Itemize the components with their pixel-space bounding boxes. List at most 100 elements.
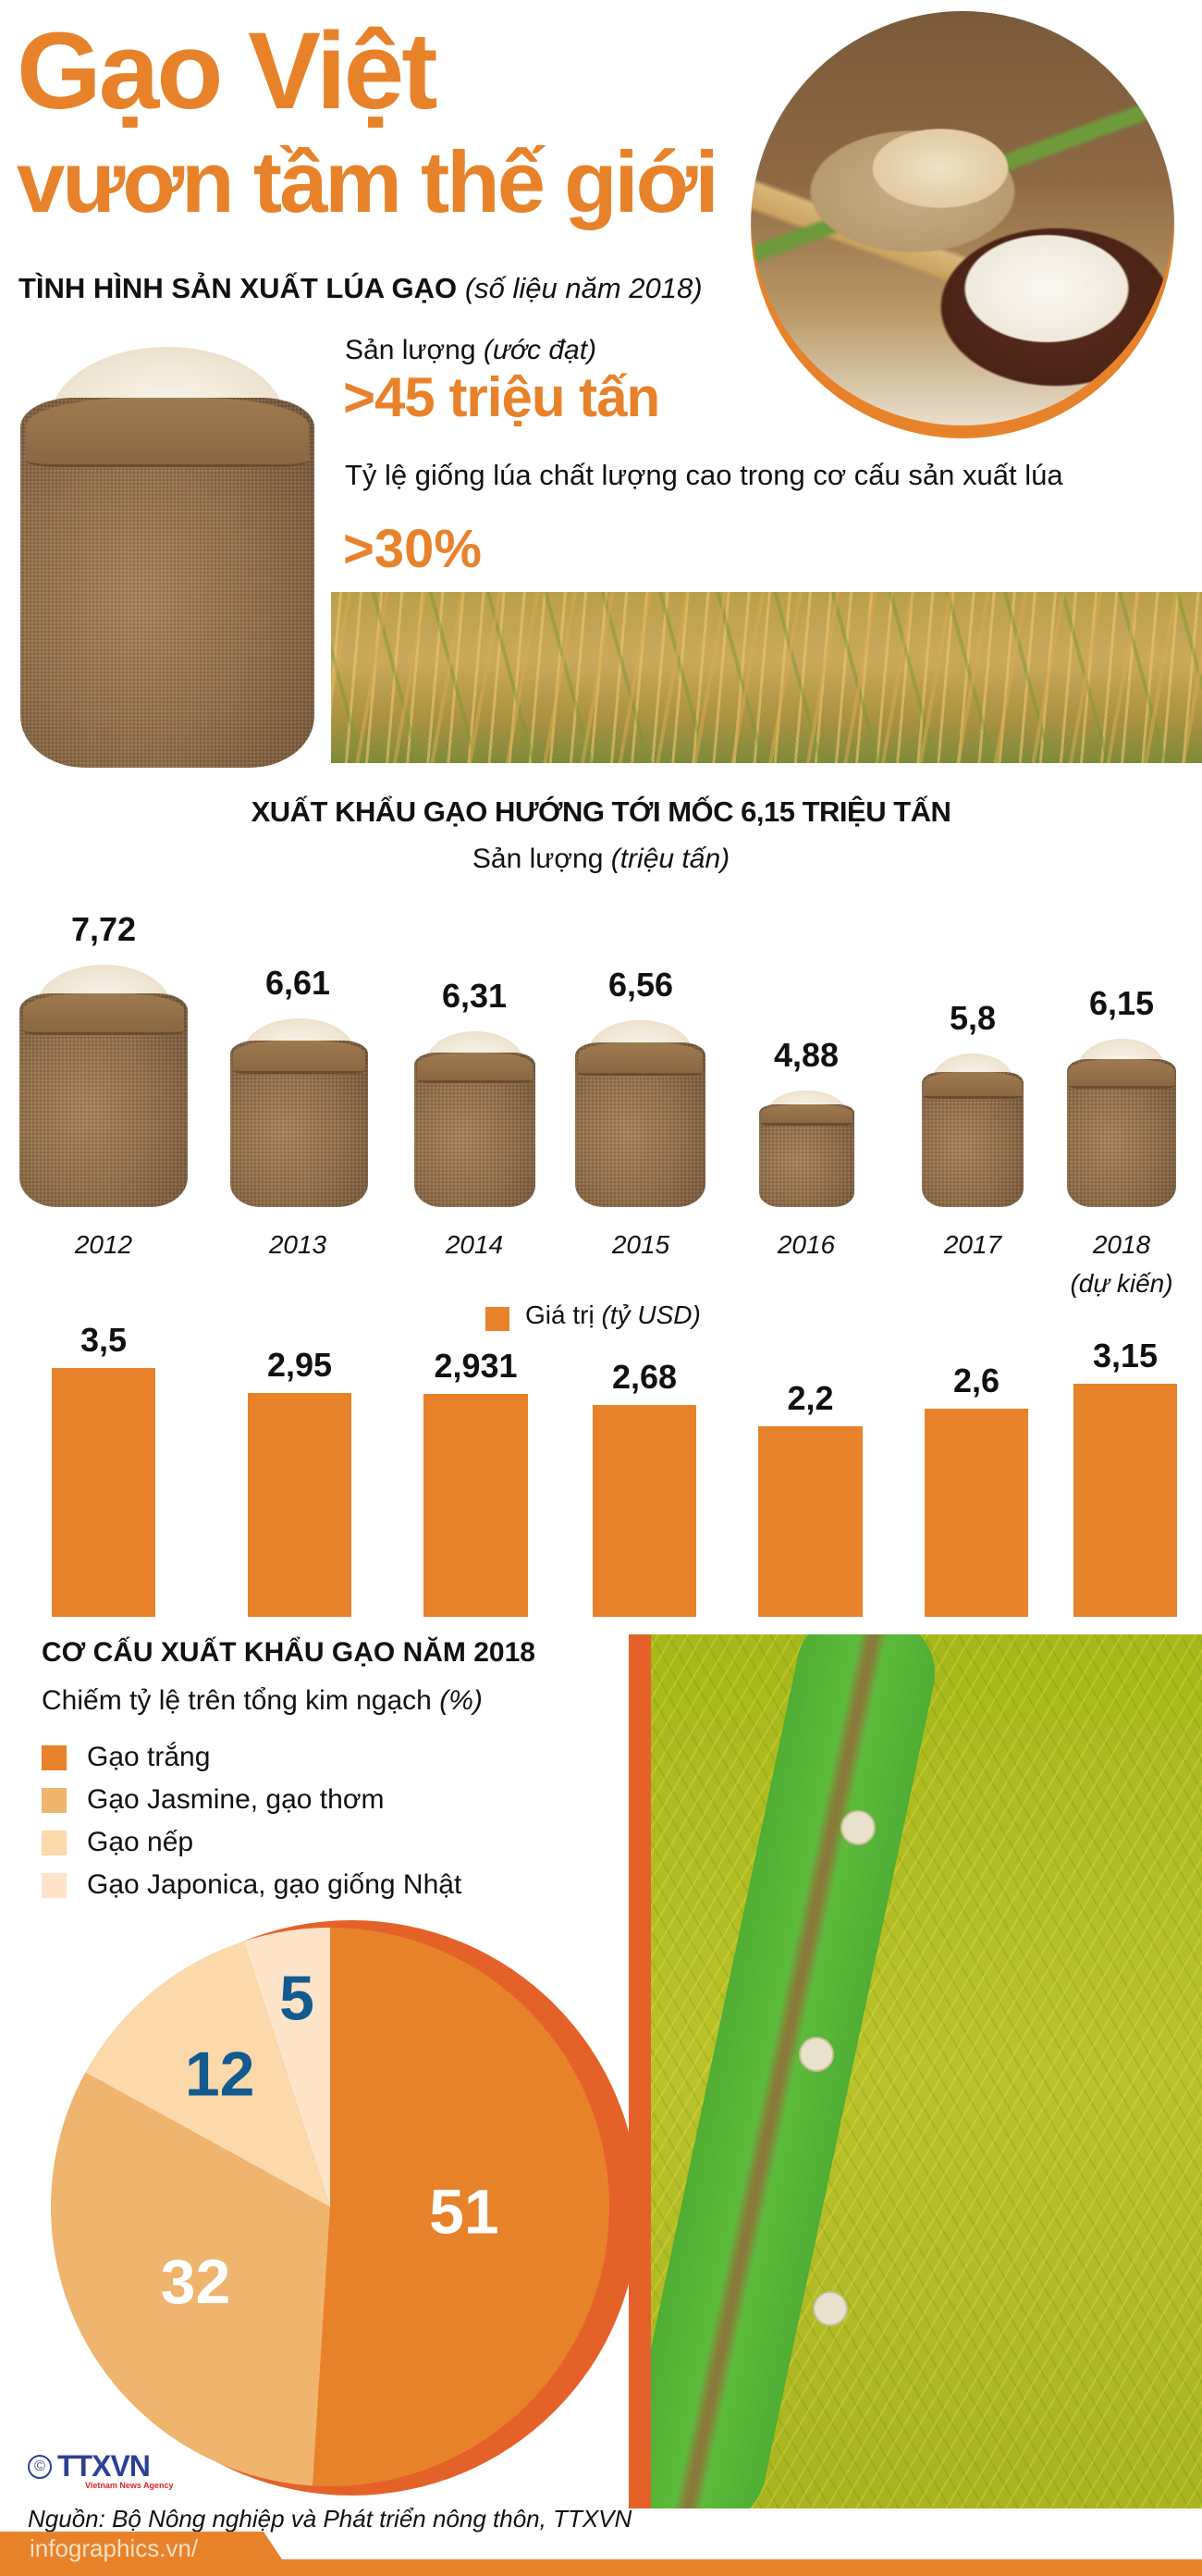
- legend-swatch: [42, 1872, 67, 1898]
- pie-slice: [51, 2072, 331, 2486]
- pie-legend-item: Gạo Japonica, gạo giống Nhật: [42, 1867, 461, 1904]
- year-label: 2013: [268, 1230, 327, 1259]
- year-label: 2015: [611, 1230, 670, 1259]
- production-section-title: TÌNH HÌNH SẢN XUẤT LÚA GẠO (số liệu năm …: [18, 272, 703, 305]
- value-legend-label: Giá trị (tỷ USD): [525, 1300, 701, 1330]
- page-title-line1: Gạo Việt: [17, 10, 438, 132]
- exports-volume-subtitle: Sản lượng (triệu tấn): [0, 844, 1202, 875]
- rice-sack-bar: [759, 1091, 854, 1207]
- sack-rim: [761, 1104, 852, 1127]
- pie-slice-label: 51: [429, 2177, 499, 2248]
- value-bar: [758, 1426, 863, 1617]
- value-bar: [52, 1368, 155, 1617]
- legend-swatch: [42, 1830, 67, 1855]
- legend-label: Gạo Japonica, gạo giống Nhật: [87, 1869, 462, 1900]
- rice-sack-bar: [414, 1031, 535, 1207]
- legend-label: Gạo trắng: [87, 1742, 211, 1772]
- value-bar-label: 3,15: [1092, 1337, 1159, 1374]
- volume-value-label: 6,31: [441, 977, 508, 1015]
- site-link[interactable]: infographics.vn/: [30, 2534, 199, 2562]
- page-title-line2: vươn tầm thế giới: [17, 133, 719, 230]
- logo-wordmark: TTXVN: [57, 2449, 151, 2483]
- production-title-note: (số liệu năm 2018): [464, 272, 703, 304]
- rice-sack-bar: [230, 1018, 368, 1207]
- rice-sack-bar: [575, 1020, 705, 1207]
- year-label: 2016: [777, 1230, 836, 1259]
- year-label: 2018: [1092, 1230, 1151, 1259]
- volume-value-label: 7,72: [70, 910, 137, 948]
- pie-slice: [313, 1928, 609, 2486]
- value-bar: [248, 1393, 351, 1617]
- pie-slice-label: 32: [161, 2247, 231, 2317]
- rice-bowls-photo: [751, 11, 1174, 438]
- output-label: Sản lượng (ước đạt): [345, 335, 596, 366]
- sack-rim: [924, 1071, 1022, 1100]
- forecast-note: (dự kiến): [1070, 1269, 1173, 1298]
- volume-value-label: 6,15: [1088, 984, 1155, 1022]
- volume-value-label: 5,8: [949, 999, 997, 1037]
- pie-legend-item: Gạo trắng: [42, 1739, 210, 1776]
- sack-rim: [232, 1041, 366, 1075]
- year-label: 2012: [74, 1230, 133, 1259]
- sack-rim: [1069, 1058, 1174, 1089]
- value-legend-text: Giá trị: [525, 1300, 595, 1329]
- value-bar-label: 2,68: [611, 1358, 678, 1396]
- structure-subtitle: Chiếm tỷ lệ trên tổng kim ngạch (%): [42, 1685, 483, 1717]
- volume-unit: (triệu tấn): [610, 844, 730, 874]
- pie-slice-label: 12: [185, 2040, 255, 2110]
- rice-field-aerial-photo: [651, 1634, 1202, 2508]
- quality-rice-value: >30%: [343, 519, 482, 579]
- production-title-text: TÌNH HÌNH SẢN XUẤT LÚA GẠO: [18, 272, 458, 304]
- value-bar-label: 2,95: [266, 1346, 333, 1384]
- pie-slice-label: 5: [279, 1963, 314, 2033]
- sack-rim: [26, 397, 309, 468]
- value-bar-label: 2,2: [787, 1379, 834, 1417]
- year-label: 2014: [445, 1230, 504, 1259]
- farmer-figure: [813, 2291, 848, 2326]
- sack-rim: [416, 1052, 534, 1084]
- pie-legend-item: Gạo Jasmine, gạo thơm: [42, 1781, 385, 1818]
- ttxvn-logo: © TTXVN Vietnam News Agency: [28, 2451, 176, 2496]
- rice-sack-bar: [922, 1054, 1024, 1207]
- year-label: 2017: [943, 1230, 1002, 1259]
- farmer-figure: [799, 2037, 834, 2072]
- pie-legend-item: Gạo nếp: [42, 1824, 193, 1861]
- legend-swatch: [42, 1787, 67, 1813]
- output-value: >45 triệu tấn: [343, 366, 660, 428]
- value-bar-label: 3,5: [80, 1321, 128, 1359]
- volume-value-label: 6,56: [607, 966, 674, 1004]
- value-bar: [1073, 1384, 1177, 1617]
- pie-slice: [85, 1941, 331, 2207]
- output-label-note: (ước đạt): [483, 335, 597, 365]
- pie-slice: [243, 1928, 330, 2207]
- structure-subtitle-text: Chiếm tỷ lệ trên tổng kim ngạch: [42, 1685, 432, 1716]
- photo-accent-border: [629, 1634, 651, 2508]
- export-structure-pie-chart: 51 32 12 5: [51, 1920, 639, 2496]
- sack-rim: [22, 993, 185, 1036]
- value-bar: [593, 1405, 696, 1617]
- footer-band: [0, 2532, 1202, 2576]
- field-path: [651, 1634, 946, 2508]
- legend-label: Gạo Jasmine, gạo thơm: [87, 1784, 385, 1815]
- rice-sack-bar: [1067, 1039, 1176, 1207]
- structure-section-title: CƠ CẤU XUẤT KHẨU GẠO NĂM 2018: [42, 1637, 535, 1668]
- value-legend-unit: (tỷ USD): [601, 1300, 701, 1329]
- volume-value-label: 4,88: [773, 1036, 840, 1074]
- rice-ears-photo: [331, 592, 1202, 763]
- pie-slices: [51, 1928, 609, 2486]
- logo-tagline: Vietnam News Agency: [85, 2481, 174, 2490]
- value-bar-label: 2,6: [952, 1362, 1000, 1399]
- source-note: Nguồn: Bộ Nông nghiệp và Phát triển nông…: [28, 2505, 632, 2533]
- pie-labels: 51 32 12 5: [161, 1963, 499, 2317]
- copyright-icon: ©: [28, 2455, 52, 2479]
- volume-value-label: 6,61: [264, 964, 331, 1002]
- value-bar: [423, 1394, 528, 1617]
- quality-rice-label: Tỷ lệ giống lúa chất lượng cao trong cơ …: [345, 459, 1063, 491]
- value-bar: [925, 1409, 1028, 1617]
- rice-sack-bar: [19, 965, 188, 1207]
- legend-swatch: [42, 1744, 67, 1770]
- volume-label: Sản lượng: [472, 844, 604, 874]
- sack-rim: [577, 1042, 704, 1076]
- structure-subtitle-unit: (%): [439, 1685, 483, 1716]
- exports-section-title: XUẤT KHẨU GẠO HƯỚNG TỚI MỐC 6,15 TRIỆU T…: [251, 795, 951, 828]
